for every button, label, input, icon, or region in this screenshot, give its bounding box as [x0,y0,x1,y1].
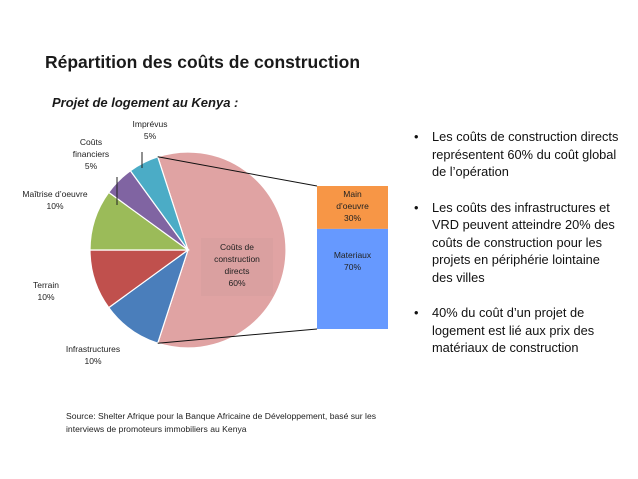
bullet-item: • Les coûts des infrastructures et VRD pe… [414,199,619,287]
pie-label-maitrise-d-oeuvre: Maîtrise d’oeuvre 10% [22,189,87,211]
bar-label-materiaux: Materiaux 70% [334,250,372,272]
bullet-marker: • [414,129,419,144]
page-title: Répartition des coûts de construction [45,52,361,72]
bar-segment-materiaux [317,228,388,329]
source-note: Source: Shelter Afrique pour la Banque A… [66,411,377,434]
pie-label-couts-financiers: Coûts financiers 5% [73,137,109,171]
bar-segment-main-d-oeuvre [317,186,388,229]
chart-subtitle: Projet de logement au Kenya : [52,95,239,110]
bullet-text: 40% du coût d’un projet de logement est … [432,305,595,355]
bullet-text: Les coûts de construction directs représ… [432,129,619,179]
pie-label-terrain: Terrain 10% [33,280,59,302]
bullet-marker: • [414,305,419,320]
pie-label-couts-de-construction-directs: Coûts de construction directs 60% [214,242,260,288]
bullet-item: • Les coûts de construction directs repré… [414,128,619,181]
bullet-list: • Les coûts de construction directs repré… [414,128,619,375]
pie-label-box [201,238,273,296]
bullet-item: • 40% du coût d’un projet de logement est… [414,304,619,357]
pie-slice-imprevus [129,156,189,251]
pie-label-imprevus: Imprévus 5% [133,119,168,141]
bar-label-main-d-oeuvre: Main d’oeuvre 30% [336,189,369,223]
bullet-marker: • [414,199,419,215]
pie-label-infrastructures: Infrastructures 10% [66,344,120,366]
connector-line-top [157,156,318,187]
bullet-text: Les coûts des infrastructures et VRD peu… [432,199,615,285]
connector-line-bottom [157,328,318,344]
